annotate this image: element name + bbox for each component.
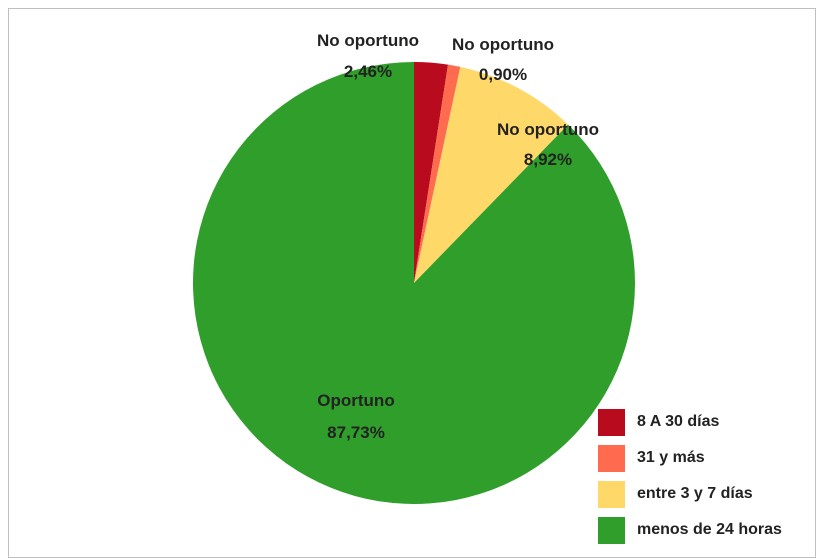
legend-item: menos de 24 horas (598, 512, 782, 548)
legend-item: 31 y más (598, 440, 782, 476)
legend-label: 8 A 30 días (637, 413, 720, 430)
slice-label-0-value: 2,46% (344, 62, 392, 81)
pie-slice-3 (192, 62, 636, 504)
slice-label-3-name: Oportuno (317, 391, 394, 410)
chart-legend: 8 A 30 días 31 y más entre 3 y 7 días me… (598, 404, 782, 548)
legend-swatch (598, 516, 625, 544)
pie-slice-0 (414, 62, 449, 283)
legend-swatch (598, 444, 625, 472)
legend-swatch (598, 480, 625, 508)
legend-label: entre 3 y 7 días (637, 485, 753, 502)
pie-slice-1 (414, 64, 461, 283)
legend-item: 8 A 30 días (598, 404, 782, 440)
slice-label-1-name: No oportuno (452, 35, 554, 54)
slice-label-0-name: No oportuno (317, 31, 419, 50)
pie-slice-2 (414, 66, 569, 283)
slice-label-3-value: 87,73% (327, 423, 385, 442)
legend-label: 31 y más (637, 449, 705, 466)
legend-item: entre 3 y 7 días (598, 476, 782, 512)
slice-label-2-name: No oportuno (497, 120, 599, 139)
legend-label: menos de 24 horas (637, 521, 782, 538)
slice-label-2-value: 8,92% (524, 150, 572, 169)
pie-slices (192, 62, 636, 504)
legend-swatch (598, 408, 625, 436)
slice-label-1-value: 0,90% (479, 65, 527, 84)
pie-labels: No oportuno 2,46% No oportuno 0,90% No o… (317, 31, 599, 442)
